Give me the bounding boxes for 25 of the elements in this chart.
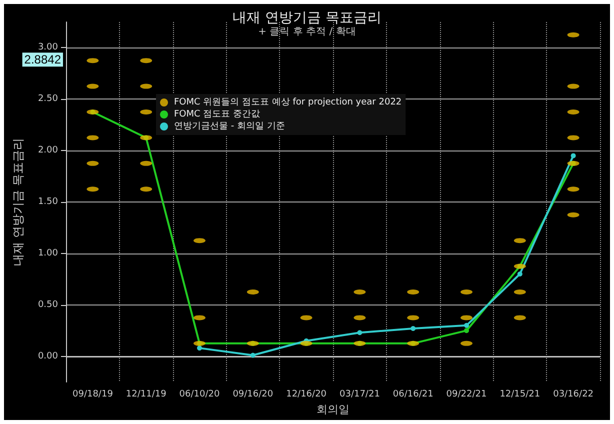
annotation: 2.8842 <box>24 52 62 67</box>
y-tick-label: 2.50 <box>38 94 58 104</box>
y-tick-label: 0.00 <box>38 351 58 362</box>
x-tick-label: 09/16/20 <box>232 390 274 400</box>
x-axis-title: 회의일 <box>316 403 350 416</box>
y-tick-label: 3.00 <box>38 42 58 53</box>
y-tick-label: 0.50 <box>38 300 58 310</box>
y-tick-label: 1.00 <box>38 248 58 258</box>
y-tick-label: 2.00 <box>38 146 58 156</box>
x-tick-label: 06/10/20 <box>179 390 220 400</box>
text: + 클릭 후 추적 / 확대 <box>258 26 356 38</box>
y-axis-title: 내재 연방기금 목표금리 <box>11 138 25 266</box>
legend-label: FOMC 위원들의 점도표 예상 for projection year 2022 <box>174 98 402 108</box>
x-tick-label: 03/17/21 <box>339 390 380 400</box>
x-tick-label: 12/16/20 <box>286 390 327 400</box>
x-tick-label: 06/16/21 <box>392 390 434 400</box>
legend-label: FOMC 점도표 중간값 <box>174 110 260 120</box>
chart-title: 내재 연방기금 목표금리 <box>232 10 382 26</box>
x-tick-label: 09/18/19 <box>72 390 114 400</box>
x-tick-label: 12/15/21 <box>500 390 540 400</box>
y-tick-label: 1.50 <box>38 197 58 207</box>
legend-label: 연방기금선물 - 회의일 기준 <box>174 122 285 132</box>
x-tick-label: 12/11/19 <box>126 390 167 400</box>
x-tick-label: 09/22/21 <box>446 390 487 400</box>
x-tick-label: 03/16/22 <box>553 390 594 400</box>
